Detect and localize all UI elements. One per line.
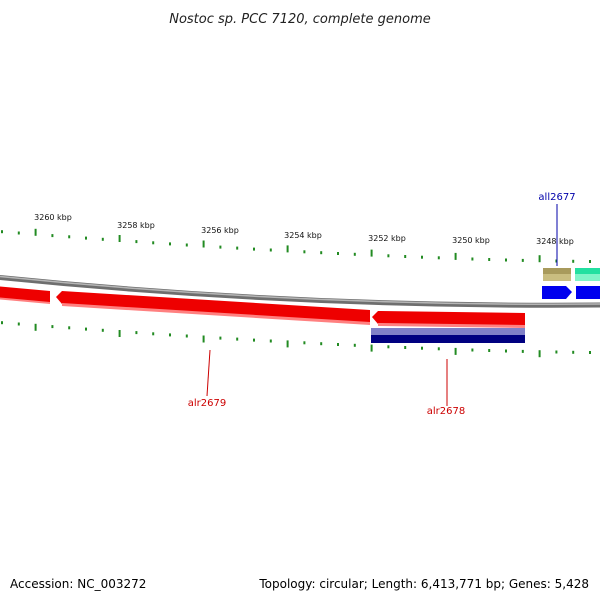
gene-all2677[interactable]	[543, 268, 571, 274]
outer-tick-ring	[1, 228, 591, 263]
gene-blue-right[interactable]	[576, 286, 600, 299]
scale-label-3248: 3248 kbp	[536, 237, 574, 246]
gene-blue-arrow[interactable]	[542, 286, 572, 299]
scale-label-3250: 3250 kbp	[452, 236, 490, 245]
right-genes	[542, 268, 600, 299]
gene-alr2678[interactable]	[372, 311, 525, 326]
scale-label-3258: 3258 kbp	[117, 221, 155, 230]
scale-labels: 3260 kbp 3258 kbp 3256 kbp 3254 kbp 3252…	[34, 213, 574, 246]
inner-tick-ring	[1, 321, 591, 358]
scale-label-3254: 3254 kbp	[284, 231, 322, 240]
label-alr2679[interactable]: alr2679	[188, 398, 226, 409]
scale-label-3252: 3252 kbp	[368, 234, 406, 243]
gene-alr2679[interactable]	[56, 291, 370, 323]
map-title: Nostoc sp. PCC 7120, complete genome	[169, 12, 431, 27]
label-all2677[interactable]: all2677	[538, 192, 575, 203]
accession-text: Accession: NC_003272	[10, 577, 147, 591]
reverse-strand-genes	[371, 328, 525, 343]
scale-label-3260: 3260 kbp	[34, 213, 72, 222]
rrna-feature[interactable]	[575, 268, 600, 274]
scale-label-3256: 3256 kbp	[201, 226, 239, 235]
gene-labels: all2677 alr2679 alr2678	[188, 192, 576, 417]
reverse-feature[interactable]	[371, 328, 525, 335]
forward-strand-genes	[0, 286, 525, 328]
topology-summary: Topology: circular; Length: 6,413,771 bp…	[259, 577, 589, 591]
genome-backbone	[0, 274, 600, 308]
label-alr2678[interactable]: alr2678	[427, 406, 465, 417]
